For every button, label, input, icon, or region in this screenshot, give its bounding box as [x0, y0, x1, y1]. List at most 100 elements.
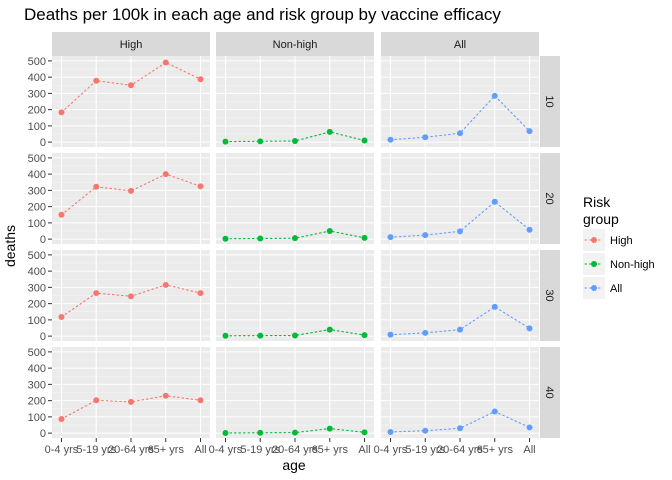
- data-point: [457, 130, 463, 137]
- y-tick-label: 100: [28, 121, 46, 133]
- y-tick-label: 500: [28, 153, 46, 165]
- x-tick-label: All: [194, 444, 206, 456]
- y-tick-label: 0: [40, 234, 46, 246]
- data-point: [128, 82, 134, 89]
- data-point: [93, 397, 100, 404]
- data-point: [58, 313, 65, 320]
- x-tick-label: 5-19 yrs: [76, 444, 116, 456]
- data-point: [526, 424, 533, 431]
- data-point: [128, 293, 134, 300]
- x-tick-label: 65+ yrs: [312, 444, 349, 456]
- y-tick-label: 300: [28, 282, 46, 294]
- data-point: [491, 198, 498, 205]
- y-tick-label: 0: [40, 428, 46, 440]
- y-tick-label: 400: [28, 169, 46, 181]
- data-point: [326, 425, 333, 432]
- row-strip: [540, 153, 560, 244]
- y-tick-label: 500: [28, 250, 46, 262]
- data-point: [257, 235, 264, 242]
- y-tick-label: 200: [28, 299, 46, 311]
- data-point: [222, 138, 229, 145]
- x-tick-label: 0-4 yrs: [45, 444, 79, 456]
- series-line: [389, 306, 531, 336]
- column-strip-label: High: [120, 39, 143, 51]
- y-tick-label: 100: [28, 412, 46, 424]
- data-point: [422, 329, 429, 336]
- legend-entry-label: All: [610, 283, 622, 295]
- y-axis-label: deaths: [2, 225, 18, 267]
- data-point: [162, 171, 169, 178]
- y-tick-label: 200: [28, 202, 46, 214]
- x-tick-label: 65+ yrs: [148, 444, 185, 456]
- legend-title: Risk: [583, 194, 611, 210]
- data-point: [361, 332, 368, 339]
- data-point: [457, 326, 463, 333]
- data-point: [93, 77, 100, 84]
- data-point: [162, 59, 169, 66]
- y-tick-label: 400: [28, 363, 46, 375]
- row-strip: [540, 56, 560, 147]
- y-tick-label: 300: [28, 379, 46, 391]
- data-point: [361, 234, 368, 241]
- y-tick-label: 300: [28, 185, 46, 197]
- data-point: [326, 326, 333, 333]
- column-strip-label: All: [454, 39, 466, 51]
- series-line: [389, 410, 531, 433]
- panels: High Non-high All1020304001002003004005000…: [28, 32, 560, 456]
- data-point: [491, 303, 498, 310]
- series-line: [389, 201, 531, 238]
- data-point: [222, 332, 229, 339]
- data-point: [491, 92, 498, 99]
- data-point: [197, 76, 204, 83]
- data-point: [292, 332, 298, 339]
- y-tick-label: 300: [28, 88, 46, 100]
- data-point: [387, 234, 394, 241]
- row-strip: [540, 250, 560, 341]
- x-tick-label: 0-4 yrs: [209, 444, 243, 456]
- x-tick-label: 0-4 yrs: [374, 444, 408, 456]
- x-tick-label: 65+ yrs: [477, 444, 514, 456]
- y-tick-label: 400: [28, 72, 46, 84]
- legend-key-point: [591, 261, 597, 267]
- column-strip: [381, 32, 539, 56]
- data-point: [292, 429, 298, 436]
- x-tick-label: 5-19 yrs: [240, 444, 280, 456]
- data-point: [222, 235, 229, 242]
- data-point: [326, 128, 333, 135]
- data-point: [292, 137, 298, 144]
- data-point: [457, 425, 463, 432]
- x-tick-label: 20-64 yrs: [108, 444, 154, 456]
- x-tick-label: 20-64 yrs: [272, 444, 318, 456]
- y-tick-label: 200: [28, 396, 46, 408]
- data-point: [292, 235, 298, 242]
- x-tick-label: 5-19 yrs: [405, 444, 445, 456]
- data-point: [422, 134, 429, 141]
- column-strip: [52, 32, 210, 56]
- y-tick-label: 500: [28, 56, 46, 68]
- data-point: [128, 187, 134, 194]
- data-point: [162, 392, 169, 399]
- data-point: [326, 228, 333, 234]
- row-strip: [540, 347, 560, 438]
- data-point: [526, 128, 533, 135]
- data-point: [526, 325, 533, 332]
- data-point: [457, 228, 463, 235]
- legend-title: group: [583, 211, 619, 227]
- x-axis-label: age: [282, 457, 306, 473]
- data-point: [128, 398, 134, 405]
- y-tick-label: 0: [40, 137, 46, 149]
- series-line: [60, 173, 202, 216]
- data-point: [162, 281, 169, 288]
- data-point: [58, 415, 65, 422]
- data-point: [197, 397, 204, 404]
- legend-entry-label: Non-high: [610, 259, 655, 271]
- x-tick-label: All: [523, 444, 535, 456]
- data-point: [361, 429, 368, 436]
- data-point: [422, 232, 429, 239]
- data-point: [257, 332, 264, 339]
- data-point: [387, 136, 394, 143]
- data-point: [93, 290, 100, 297]
